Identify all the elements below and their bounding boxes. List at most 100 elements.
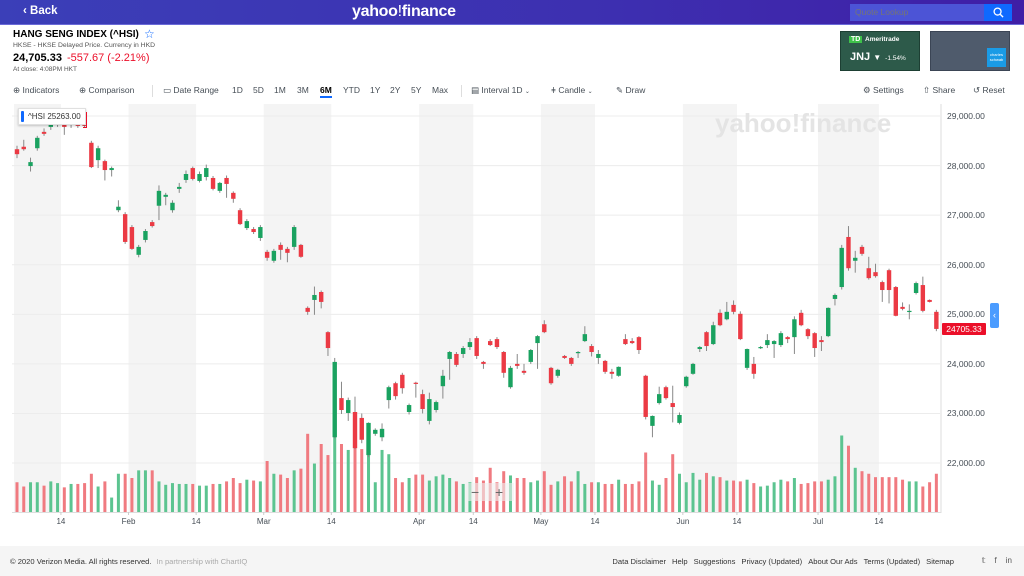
volume-bar [833, 476, 837, 512]
footer-link-help[interactable]: Help [671, 557, 688, 566]
candle-down [521, 370, 527, 373]
panel-toggle-button[interactable]: ‹ [990, 303, 999, 328]
linkedin-icon[interactable]: in [1005, 556, 1012, 565]
volume-bar [96, 486, 100, 512]
volume-bar [813, 481, 817, 512]
quote-lookup-input[interactable] [850, 4, 984, 21]
volume-bar [346, 449, 350, 512]
range-1d[interactable]: 1D [232, 85, 243, 95]
range-1y[interactable]: 1Y [370, 85, 381, 95]
x-tick-label: 14 [468, 517, 478, 526]
yahoo-finance-logo[interactable]: yahoo!finance [352, 3, 456, 21]
volume-bar [62, 487, 66, 512]
zoom-out-button[interactable]: − [471, 484, 480, 500]
candle-up [832, 294, 838, 299]
volume-bar [56, 483, 60, 512]
watermark-logo: yahoo!finance [715, 108, 891, 138]
range-6m[interactable]: 6M [320, 85, 332, 98]
candle-up [217, 182, 222, 191]
candle-down [589, 346, 594, 352]
candle-up [508, 367, 513, 388]
candle-up [95, 148, 101, 161]
indicators-button[interactable]: ⊕ Indicators [13, 85, 59, 96]
x-tick-label: Jun [676, 517, 690, 526]
candle-up [143, 231, 148, 240]
range-max[interactable]: Max [432, 85, 449, 95]
share-button[interactable]: ⇧ Share [923, 85, 955, 96]
candle-up [555, 369, 560, 376]
volume-bar [752, 483, 756, 512]
volume-bar [650, 480, 654, 512]
facebook-icon[interactable]: f [994, 556, 997, 565]
footer-link-about-ads[interactable]: About Our Ads [808, 557, 858, 566]
share-label: Share [932, 85, 956, 95]
volume-bar [583, 483, 587, 512]
candle-down [474, 338, 479, 356]
social-links: 𝕥 f in [973, 556, 1012, 565]
footer-link-privacy[interactable]: Privacy (Updated) [741, 557, 803, 566]
series-color-bar [21, 111, 24, 122]
volume-bar [252, 480, 256, 512]
y-tick-label: 28,000.00 [947, 160, 985, 171]
top-bar: ‹ Back yahoo!finance [0, 0, 1024, 25]
ad-schwab[interactable]: charles schwab [930, 31, 1010, 71]
chart-type-dropdown[interactable]: ǂ Candle ⌄ [551, 85, 593, 95]
volume-bar [272, 473, 276, 512]
x-tick-label: Apr [412, 517, 426, 526]
range-1m[interactable]: 1M [274, 85, 286, 95]
close-time: At close: 4:08PM HKT [13, 66, 77, 73]
comparison-button[interactable]: ⊕ Comparison [79, 85, 134, 96]
zoom-in-button[interactable]: + [495, 484, 504, 500]
candle-down [501, 351, 506, 373]
draw-button[interactable]: ✎ Draw [616, 85, 645, 96]
settings-button[interactable]: ⚙ Settings [863, 85, 904, 96]
candle-down [542, 324, 547, 333]
footer-link-sitemap[interactable]: Sitemap [926, 557, 954, 566]
candle-down [251, 229, 256, 233]
month-band [419, 104, 474, 512]
chart-type-label: Candle [558, 85, 586, 95]
candle-up [35, 137, 40, 149]
date-range-button[interactable]: ▭ Date Range [163, 85, 219, 96]
partner-link[interactable]: In partnership with ChartIQ [156, 557, 248, 566]
volume-bar [191, 483, 195, 512]
ad-ameritrade[interactable]: TD Ameritrade JNJ ▼ -1.54% [840, 31, 920, 71]
footer-link-data-disclaimer[interactable]: Data Disclaimer [612, 557, 666, 566]
candle-down [224, 177, 229, 184]
volume-bar [522, 478, 526, 512]
range-5d[interactable]: 5D [253, 85, 264, 95]
star-icon[interactable]: ☆ [144, 27, 155, 41]
range-3m[interactable]: 3M [297, 85, 309, 95]
candle-down [359, 417, 364, 440]
volume-bar [671, 454, 675, 512]
candle-up [535, 336, 540, 344]
interval-dropdown[interactable]: ▤ Interval 1D ⌄ [471, 85, 530, 96]
volume-bar [225, 481, 229, 512]
logo-text: ! [397, 3, 402, 20]
candle-down [393, 383, 398, 397]
search-icon [992, 7, 1004, 18]
footer-link-suggestions[interactable]: Suggestions [693, 557, 736, 566]
range-ytd[interactable]: YTD [343, 85, 360, 95]
candle-up [116, 206, 121, 211]
candle-up [778, 333, 784, 346]
candle-up [826, 307, 831, 337]
candle-down [873, 272, 878, 277]
back-button[interactable]: ‹ Back [23, 5, 58, 17]
volume-bar [590, 482, 594, 512]
candle-up [366, 422, 371, 456]
search-button[interactable] [984, 4, 1012, 21]
twitter-icon[interactable]: 𝕥 [981, 556, 986, 565]
footer-link-terms[interactable]: Terms (Updated) [863, 557, 921, 566]
candle-up [271, 250, 277, 261]
draw-label: Draw [625, 85, 646, 95]
volume-bar [569, 481, 573, 512]
volume-bar [427, 480, 431, 512]
range-2y[interactable]: 2Y [390, 85, 401, 95]
x-tick-label: 14 [326, 517, 336, 526]
reset-button[interactable]: ↺ Reset [973, 85, 1005, 96]
range-5y[interactable]: 5Y [411, 85, 422, 95]
volume-bar [373, 482, 377, 512]
volume-bar [718, 477, 722, 512]
